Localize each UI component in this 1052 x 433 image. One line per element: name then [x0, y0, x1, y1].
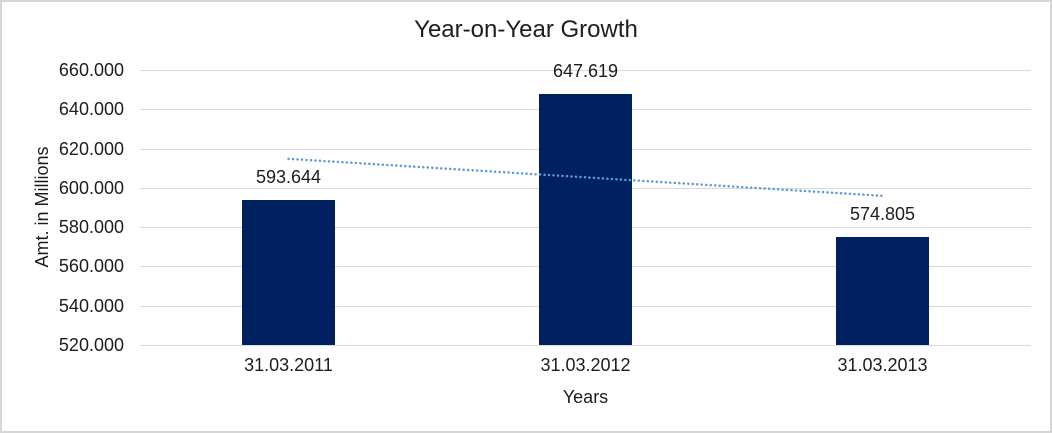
plot-area: 593.644 647.619 574.805 [140, 61, 1031, 346]
data-label: 574.805 [849, 204, 916, 225]
gridline [140, 70, 1031, 71]
x-tick-label: 31.03.2011 [244, 355, 333, 375]
bar-3 [836, 237, 929, 345]
y-tick-label: 600.000 [58, 177, 124, 198]
trendline [287, 157, 884, 198]
chart-title: Year-on-Year Growth [414, 16, 638, 43]
y-tick-label: 640.000 [58, 99, 124, 120]
data-label: 593.644 [255, 167, 322, 188]
y-tick-label: 620.000 [58, 138, 124, 159]
y-tick-label: 580.000 [58, 217, 124, 238]
y-tick-label: 520.000 [58, 335, 124, 355]
y-tick-label: 560.000 [58, 256, 124, 277]
y-tick-label: 660.000 [58, 60, 124, 80]
bars-layer [140, 70, 1031, 345]
y-tick-label: 540.000 [58, 295, 124, 316]
bar-1 [242, 200, 335, 345]
x-axis-title: Years [562, 387, 609, 407]
data-labels-layer: 593.644 647.619 574.805 [140, 61, 1031, 345]
gridline [140, 345, 1031, 346]
x-tick-label: 31.03.2013 [837, 355, 928, 375]
data-label: 647.619 [552, 61, 619, 82]
x-tick-label: 31.03.2012 [540, 355, 631, 375]
bar-2 [539, 94, 632, 345]
